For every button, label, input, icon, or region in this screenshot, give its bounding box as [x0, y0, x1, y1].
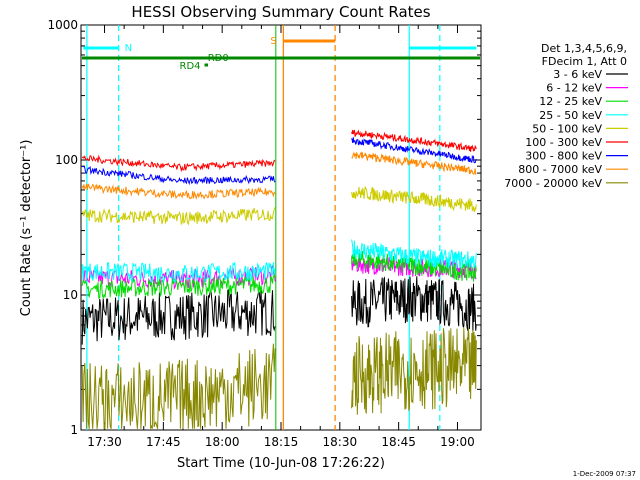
legend-label: 6 - 12 keV: [546, 82, 602, 95]
x-tick-label: 19:00: [440, 435, 475, 449]
reference-lines: [86, 25, 441, 430]
series-trace: [351, 249, 477, 282]
series-trace: [82, 165, 276, 186]
y-tick-label: 1000: [47, 18, 78, 32]
legend-label: 3 - 6 keV: [553, 68, 602, 81]
saa-label: S: [270, 36, 276, 47]
axis-ticks: 17:30 17:45 18:00 18:15 18:30 18:45 19:00 1 10 10…: [47, 18, 481, 449]
footer-date: 1-Dec-2009 07:37: [573, 470, 636, 478]
x-axis-label: Start Time (10-Jun-08 17:26:22): [177, 456, 385, 471]
series-trace: [351, 151, 477, 175]
series-trace: [351, 327, 477, 415]
series-trace: [81, 288, 276, 345]
y-axis-label: Count Rate (s⁻¹ detector⁻¹): [19, 140, 34, 317]
series-trace: [81, 274, 276, 299]
x-tick-label: 18:45: [381, 435, 416, 449]
chart-title: HESSI Observing Summary Count Rates: [131, 3, 430, 21]
legend-label: 100 - 300 keV: [525, 136, 602, 149]
x-tick-label: 18:15: [264, 435, 299, 449]
x-tick-label: 17:30: [87, 435, 122, 449]
plot-frame: [80, 24, 482, 431]
series-trace: [81, 207, 276, 226]
series-trace: [81, 261, 276, 284]
night-label: N: [125, 43, 132, 54]
legend-label: 12 - 25 keV: [539, 95, 602, 108]
series-traces: [81, 129, 477, 430]
series-trace: [351, 129, 477, 152]
series-trace: [81, 343, 276, 430]
x-tick-label: 18:00: [205, 435, 240, 449]
series-trace: [81, 183, 276, 200]
y-tick-label: 100: [55, 153, 78, 167]
annotations: N S RD0 RD4: [82, 36, 480, 72]
legend-label: 25 - 50 keV: [539, 109, 602, 122]
rd0-label: RD0: [208, 53, 229, 64]
series-trace: [351, 185, 477, 213]
series-trace: [351, 239, 477, 269]
y-tick-label: 10: [63, 288, 78, 302]
rd4-label: RD4: [180, 61, 201, 72]
legend-label: 7000 - 20000 keV: [504, 177, 602, 190]
legend-header: Det 1,3,4,5,6,9,: [541, 42, 627, 55]
series-trace: [81, 154, 276, 173]
legend-header: FDecim 1, Att 0: [542, 55, 627, 68]
x-tick-label: 17:45: [146, 435, 181, 449]
legend-label: 50 - 100 keV: [532, 122, 602, 135]
y-tick-label: 1: [70, 423, 78, 437]
x-tick-label: 18:30: [323, 435, 358, 449]
series-trace: [351, 137, 477, 164]
legend-label: 800 - 7000 keV: [518, 163, 602, 176]
legend: Det 1,3,4,5,6,9,FDecim 1, Att 03 - 6 keV…: [504, 42, 628, 190]
series-trace: [351, 276, 477, 332]
legend-label: 300 - 800 keV: [525, 150, 602, 163]
